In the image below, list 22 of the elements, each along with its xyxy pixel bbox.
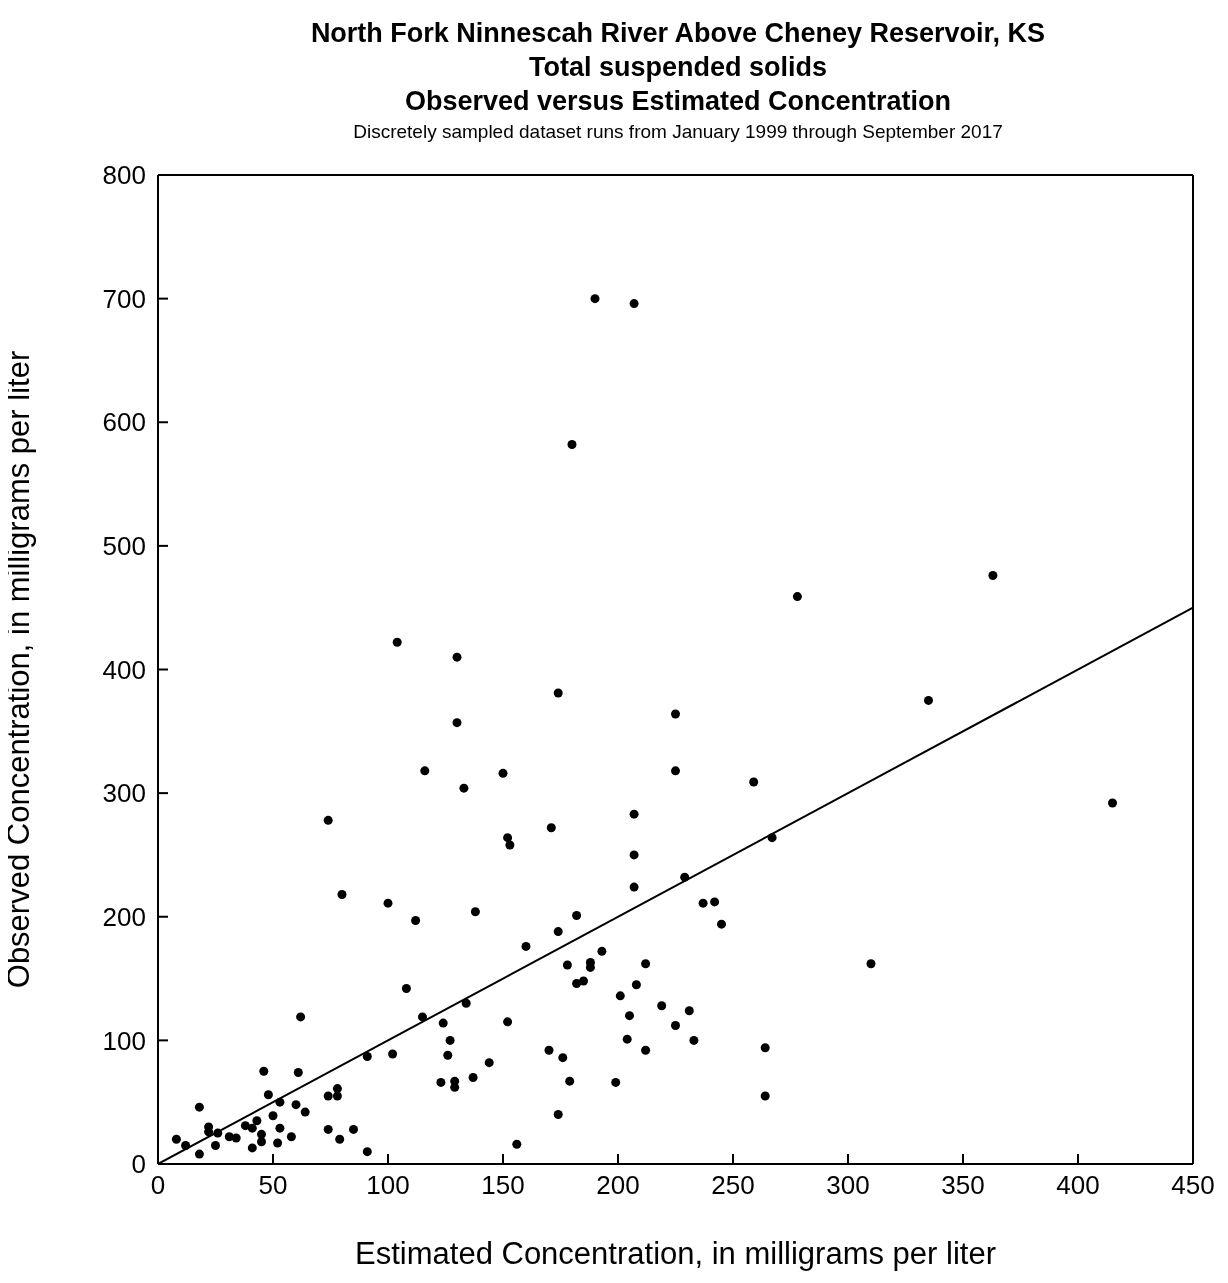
x-tick-label: 0 <box>150 1170 166 1201</box>
y-tick-label: 700 <box>102 283 146 314</box>
y-tick-label: 100 <box>102 1025 146 1056</box>
chart-subtitle: Discretely sampled dataset runs from January 1999 through September 2017 <box>352 120 1004 144</box>
x-tick-label: 50 <box>258 1170 288 1201</box>
x-tick-label: 150 <box>481 1170 525 1201</box>
y-tick-label: 300 <box>102 778 146 809</box>
y-tick-label: 0 <box>131 1149 146 1180</box>
x-tick-label: 100 <box>366 1170 410 1201</box>
y-tick-label: 600 <box>102 407 146 438</box>
x-tick-label: 250 <box>711 1170 755 1201</box>
x-tick-label: 300 <box>826 1170 870 1201</box>
x-tick-label: 200 <box>596 1170 640 1201</box>
x-tick-label: 450 <box>1171 1170 1215 1201</box>
x-axis-title: Estimated Concentration, in milligrams per liter <box>355 1236 996 1271</box>
y-tick-label: 400 <box>102 654 146 685</box>
chart-title: North Fork Ninnescah River Above Cheney Reservoir, KS Total suspended solids Observed versus Estimated Concentration <box>309 17 1047 118</box>
x-tick-label: 400 <box>1056 1170 1100 1201</box>
y-tick-label: 800 <box>102 160 146 191</box>
y-tick-label: 500 <box>102 531 146 562</box>
x-tick-label: 350 <box>941 1170 985 1201</box>
y-tick-label: 200 <box>102 901 146 932</box>
